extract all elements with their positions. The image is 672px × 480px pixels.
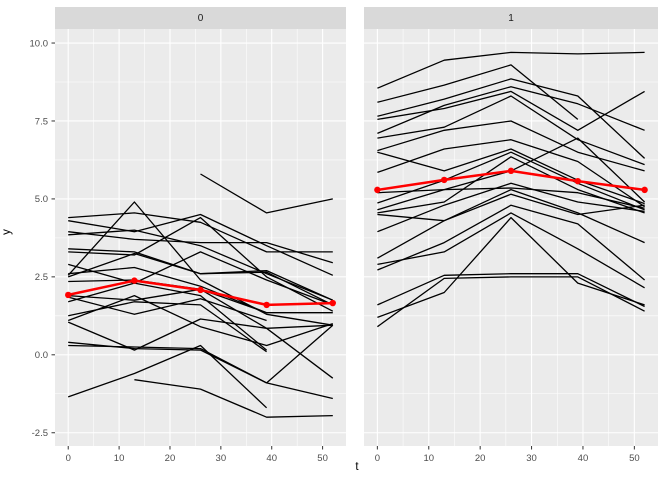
subject-line [68, 231, 333, 264]
mean-point [197, 286, 204, 294]
subject-line [68, 324, 334, 384]
x-tick-label: 50 [629, 453, 640, 464]
x-tick-label: 20 [475, 453, 486, 464]
subject-line [377, 182, 645, 233]
y-tick-label: 10.0 [30, 38, 49, 49]
mean-point [263, 301, 270, 309]
subject-line [377, 276, 645, 328]
x-tick-label: 20 [165, 453, 176, 464]
subject-line [377, 204, 646, 281]
x-tick-label: 0 [375, 453, 380, 464]
subject-line [377, 64, 579, 120]
mean-point [641, 186, 648, 194]
subject-line [67, 294, 334, 347]
facet-strip-0-label: 0 [197, 12, 204, 24]
subject-line [377, 51, 645, 89]
subject-line [68, 213, 334, 276]
y-tick-label: 5.0 [35, 194, 48, 205]
subject-line [377, 193, 645, 222]
y-tick-label: 2.5 [35, 272, 48, 283]
x-tick-label: 10 [423, 453, 434, 464]
subject-line [67, 201, 333, 326]
mean-point [65, 291, 72, 299]
subject-line [377, 212, 645, 289]
x-tick-label: 40 [266, 453, 277, 464]
subject-line [377, 86, 645, 134]
subject-line [377, 90, 645, 131]
subject-line [68, 266, 333, 314]
y-tick-label: -2.5 [32, 428, 48, 439]
facet-strip-0: 0 [55, 7, 346, 29]
subject-line [68, 251, 334, 306]
subject-line [68, 296, 267, 322]
mean-point [574, 177, 582, 185]
panel-background-0 [55, 29, 346, 446]
subject-line [200, 173, 333, 214]
mean-point [374, 186, 381, 194]
subject-line [68, 282, 268, 351]
mean-point [329, 299, 336, 307]
y-tick-label: 0.0 [35, 350, 48, 361]
subject-line [134, 379, 333, 418]
x-tick-label: 30 [526, 453, 537, 464]
subject-line [377, 95, 645, 166]
subject-line [377, 148, 645, 205]
subject-line [377, 120, 645, 172]
facet-strip-1-label: 1 [508, 12, 514, 24]
mean-point [440, 176, 448, 184]
x-tick-label: 40 [578, 453, 589, 464]
subject-line [377, 273, 645, 308]
subject-line [68, 212, 333, 253]
x-tick-label: 30 [216, 453, 227, 464]
x-tick-label: 0 [66, 453, 71, 464]
facet-strip-1: 1 [364, 7, 658, 29]
subject-line [377, 188, 645, 259]
subject-line [68, 301, 267, 353]
subject-line [377, 156, 645, 214]
subject-line [377, 139, 645, 208]
y-tick-label: 7.5 [35, 116, 48, 127]
subject-line [377, 216, 645, 319]
subject-line [377, 151, 645, 211]
x-axis-title: t [355, 461, 359, 473]
subject-line [67, 318, 334, 379]
mean-point [507, 167, 515, 175]
subject-line [67, 344, 268, 409]
mean-point [131, 277, 138, 284]
x-tick-label: 50 [317, 453, 328, 464]
x-tick-label: 10 [114, 453, 125, 464]
subject-line [68, 248, 334, 306]
